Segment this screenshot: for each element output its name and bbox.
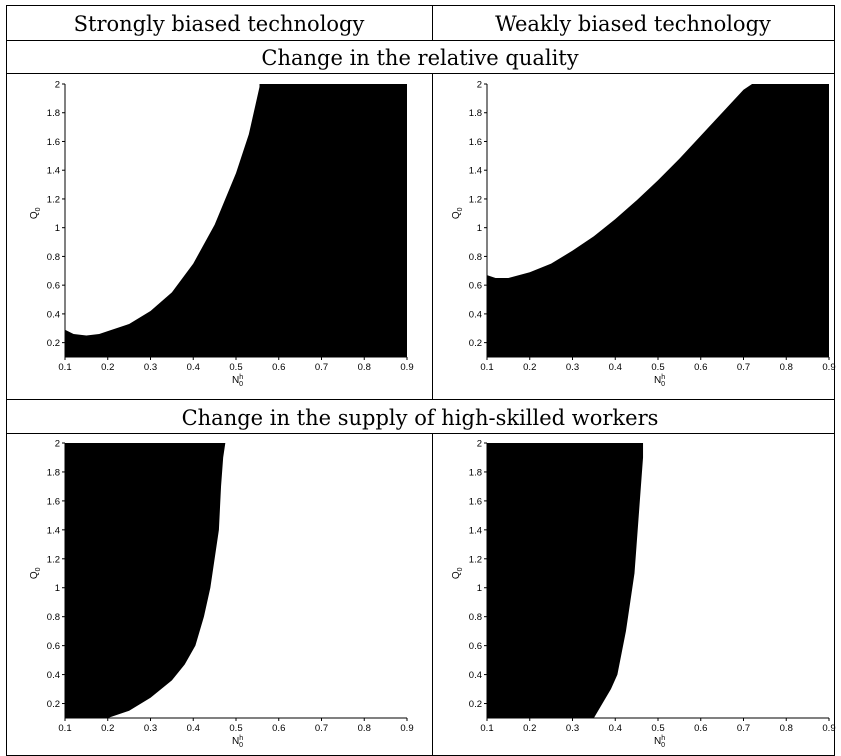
y-tick-label: 1.6 (469, 496, 482, 507)
y-tick-label: 1.4 (469, 166, 482, 177)
region-fill (65, 84, 407, 357)
y-tick-label: 0.6 (47, 641, 60, 652)
row-header-relative-quality: Change in the relative quality (261, 46, 578, 70)
y-axis-label: Q0 (29, 567, 42, 579)
y-tick-label: 1 (55, 583, 60, 594)
y-tick-label: 1.6 (469, 137, 482, 148)
chart-weak-supply: 0.1 0.2 0.3 0.4 0.5 0.6 0.7 0.8 0.9 0.2 0.4 0.6 0.8 1… (451, 439, 836, 750)
x-tick-label: 0.8 (780, 723, 793, 734)
y-tick-label: 0.2 (47, 338, 60, 349)
x-tick-label: 0.2 (523, 723, 536, 734)
column-header-strong: Strongly biased technology (74, 12, 365, 36)
y-tick-label: 1.8 (469, 108, 482, 119)
x-tick-label: 0.3 (144, 723, 157, 734)
chart-strong-quality: 0.1 0.2 0.3 0.4 0.5 0.6 0.7 0.8 0.9 0.2 0.4 0.6 0.8 1… (29, 80, 414, 389)
x-tick-label: 0.1 (480, 723, 493, 734)
x-tick-label: 0.7 (315, 362, 328, 373)
x-tick-label: 0.5 (229, 362, 242, 373)
y-tick-label: 1 (477, 583, 482, 594)
y-tick-label: 1.2 (47, 194, 60, 205)
y-tick-label: 1.2 (469, 194, 482, 205)
y-tick-label: 2 (55, 80, 60, 91)
x-tick-label: 0.7 (737, 362, 750, 373)
y-axis-label: Q0 (29, 207, 42, 219)
y-tick-label: 0.4 (469, 309, 482, 320)
y-tick-label: 1.4 (469, 525, 482, 536)
region-fill (487, 443, 644, 718)
y-tick-label: 1.4 (47, 525, 60, 536)
y-tick-label: 0.8 (469, 612, 482, 623)
x-tick-label: 0.8 (358, 362, 371, 373)
y-tick-label: 0.2 (469, 699, 482, 710)
x-tick-label: 0.1 (58, 362, 71, 373)
x-tick-label: 0.8 (780, 362, 793, 373)
x-tick-label: 0.5 (229, 723, 242, 734)
x-tick-label: 0.9 (400, 362, 413, 373)
x-tick-label: 0.6 (272, 362, 285, 373)
y-tick-label: 1.2 (469, 554, 482, 565)
y-tick-label: 1.2 (47, 554, 60, 565)
y-tick-label: 1.6 (47, 137, 60, 148)
y-tick-label: 0.2 (47, 699, 60, 710)
x-tick-label: 0.4 (187, 723, 200, 734)
x-tick-label: 0.3 (566, 723, 579, 734)
y-tick-label: 1.8 (47, 467, 60, 478)
y-tick-label: 0.8 (47, 252, 60, 263)
x-axis-label: Nh 0 (654, 374, 665, 388)
chart-strong-supply: 0.1 0.2 0.3 0.4 0.5 0.6 0.7 0.8 0.9 0.2 0.4 0.6 0.8 1… (29, 439, 414, 750)
y-tick-label: 0.8 (469, 252, 482, 263)
x-tick-label: 0.4 (187, 362, 200, 373)
x-tick-label: 0.1 (480, 362, 493, 373)
y-tick-label: 2 (477, 439, 482, 450)
x-tick-label: 0.1 (58, 723, 71, 734)
y-tick-label: 0.2 (469, 338, 482, 349)
y-tick-label: 0.4 (47, 309, 60, 320)
y-tick-label: 1 (55, 223, 60, 234)
y-tick-label: 1.8 (47, 108, 60, 119)
region-fill (487, 84, 829, 357)
x-axis-label: Nh 0 (232, 374, 243, 388)
x-axis-label: Nh 0 (232, 735, 243, 749)
y-tick-label: 0.4 (47, 670, 60, 681)
x-tick-label: 0.6 (694, 723, 707, 734)
chart-panels: 0.1 0.2 0.3 0.4 0.5 0.6 0.7 0.8 0.9 0.2 0.4 0.6 0.8 1… (29, 80, 836, 750)
x-tick-label: 0.8 (358, 723, 371, 734)
y-tick-label: 1.6 (47, 496, 60, 507)
y-tick-label: 1.8 (469, 467, 482, 478)
x-tick-label: 0.3 (566, 362, 579, 373)
x-tick-label: 0.7 (737, 723, 750, 734)
y-tick-label: 1.4 (47, 166, 60, 177)
x-tick-label: 0.5 (651, 723, 664, 734)
x-tick-label: 0.5 (651, 362, 664, 373)
y-tick-label: 0.6 (47, 281, 60, 292)
region-fill (65, 443, 226, 718)
x-tick-label: 0.7 (315, 723, 328, 734)
x-tick-label: 0.2 (101, 723, 114, 734)
x-tick-label: 0.6 (694, 362, 707, 373)
y-axis-label: Q0 (451, 207, 464, 219)
y-tick-label: 1 (477, 223, 482, 234)
x-tick-label: 0.4 (609, 723, 622, 734)
x-tick-label: 0.2 (523, 362, 536, 373)
y-axis-label: Q0 (451, 567, 464, 579)
column-header-weak: Weakly biased technology (495, 12, 771, 36)
y-tick-label: 2 (55, 439, 60, 450)
x-tick-label: 0.9 (822, 723, 835, 734)
x-tick-label: 0.9 (400, 723, 413, 734)
row-header-supply: Change in the supply of high-skilled wor… (182, 406, 659, 430)
x-tick-label: 0.4 (609, 362, 622, 373)
chart-weak-quality: 0.1 0.2 0.3 0.4 0.5 0.6 0.7 0.8 0.9 0.2 0.4 0.6 0.8 1… (451, 80, 836, 389)
y-tick-label: 0.8 (47, 612, 60, 623)
y-tick-label: 0.4 (469, 670, 482, 681)
x-tick-label: 0.9 (822, 362, 835, 373)
x-tick-label: 0.3 (144, 362, 157, 373)
x-tick-label: 0.2 (101, 362, 114, 373)
y-tick-label: 2 (477, 80, 482, 91)
x-tick-label: 0.6 (272, 723, 285, 734)
x-axis-label: Nh 0 (654, 735, 665, 749)
y-tick-label: 0.6 (469, 641, 482, 652)
y-tick-label: 0.6 (469, 281, 482, 292)
